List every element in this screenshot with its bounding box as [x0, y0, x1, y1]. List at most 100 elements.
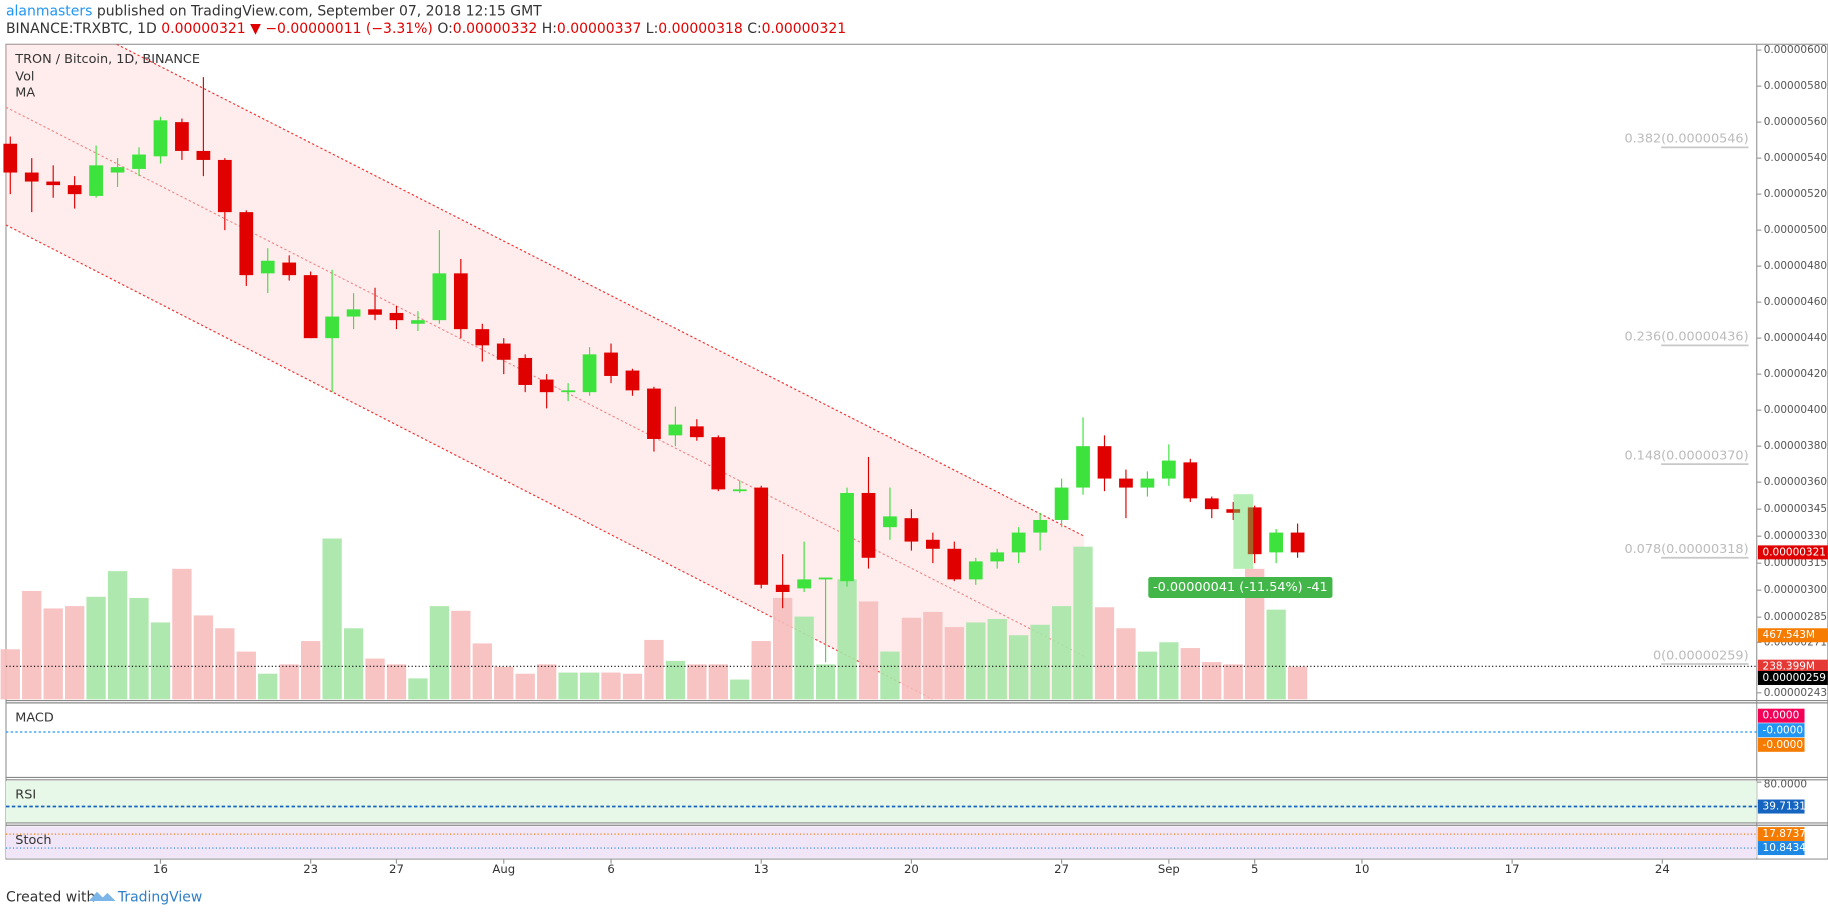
tv-logo [88, 891, 116, 902]
volume-bar [773, 597, 793, 700]
volume-bar [1094, 607, 1115, 700]
ohlc-value: 0.00000321 [762, 21, 846, 37]
y-tick-label: 0.00000560 [1764, 116, 1827, 128]
candle-body [732, 489, 747, 492]
candle-body [625, 370, 640, 391]
volume-bar [193, 615, 214, 700]
macd-title: MACD [15, 711, 54, 726]
axis-badge-label: 238.399M [1763, 661, 1815, 673]
y-tick-label: 0.00000345 [1764, 503, 1827, 515]
symbol-line: BINANCE:TRXBTC, 1D 0.00000321 ▼ −0.00000… [6, 21, 846, 37]
stoch-badge-label: 10.8434 [1763, 842, 1807, 854]
candle-body [282, 262, 297, 276]
y-tick-label: 0.00000460 [1764, 296, 1827, 308]
candle-body [196, 150, 211, 160]
fib-label: 0(0.00000259) [1653, 648, 1749, 663]
axis-badge [1757, 628, 1828, 643]
macd-badge [1757, 737, 1805, 752]
volume-bar [923, 611, 943, 700]
x-tick-label: Sep [1158, 862, 1180, 876]
channel-upper [116, 44, 1085, 537]
y-tick-label: 0.00000600 [1764, 44, 1827, 56]
volume-bar [1287, 666, 1308, 700]
y-tick-label: 0.00000480 [1764, 260, 1827, 272]
volume-bar [1051, 606, 1072, 700]
stoch-badge [1757, 827, 1805, 842]
legend-item: MA [15, 86, 35, 101]
candle-body [1269, 532, 1284, 553]
volume-bar [1223, 664, 1243, 700]
rsi-tick-label: 80.0000 [1764, 778, 1807, 790]
volume-bar [1073, 546, 1093, 700]
x-tick-label: 16 [153, 862, 168, 876]
author[interactable]: alanmasters [6, 4, 92, 20]
y-tick-label: 0.00000330 [1764, 530, 1827, 542]
volume-bar [1202, 662, 1222, 700]
candle-body [67, 185, 82, 195]
volume-bar [601, 672, 621, 700]
candle-body [582, 354, 597, 393]
ohlc-key: H: [542, 21, 557, 37]
candle-body [947, 548, 962, 580]
volume-bar [966, 622, 986, 700]
x-tick-label: 24 [1655, 862, 1670, 876]
candle-body [368, 309, 382, 315]
y-tick-label: 0.00000300 [1764, 584, 1827, 596]
volume-bar [751, 641, 771, 700]
volume-bar [644, 639, 664, 700]
rsi-band [5, 780, 1757, 823]
stoch-badge-label: 17.8737 [1763, 828, 1806, 840]
footer-created: Created with [6, 890, 95, 906]
candle-body [1183, 462, 1198, 499]
candle-body [432, 273, 447, 321]
x-tick-label: 23 [303, 862, 318, 876]
y-tick-label: 0.00000315 [1764, 557, 1827, 569]
candle-body [1140, 478, 1155, 488]
candle-body [711, 437, 726, 490]
candle-body [260, 260, 275, 274]
measure-box [1148, 576, 1333, 598]
candle-body [1226, 509, 1241, 513]
axis-badge-label: 467.543M [1763, 629, 1815, 641]
candle-body [1290, 532, 1305, 553]
volume-bar [730, 679, 750, 700]
channel-median [5, 106, 1085, 657]
candle-body [1033, 519, 1047, 533]
volume-bar [301, 641, 321, 700]
y-tick-label: 0.00000285 [1764, 611, 1827, 623]
candle-body [1204, 498, 1219, 510]
candle-body [518, 357, 533, 385]
x-tick-label: 17 [1505, 862, 1520, 876]
y-tick-label: 0.00000520 [1764, 188, 1827, 200]
candle-body [110, 167, 125, 173]
candle-body [153, 120, 168, 157]
footer-brand[interactable]: TradingView [117, 890, 202, 906]
volume-bar [64, 606, 85, 700]
volume-bar [43, 608, 63, 700]
macd-badge-label: -0.0000 [1763, 739, 1803, 751]
rsi-badge [1757, 799, 1805, 814]
volume-bar [215, 628, 235, 700]
candle-body [389, 312, 404, 321]
candle-body [475, 329, 490, 346]
y-tick-label: 0.00000580 [1764, 80, 1827, 92]
ohlc-key: C: [747, 21, 761, 37]
candle-layer [3, 77, 1305, 663]
fib-label: 0.148(0.00000370) [1624, 449, 1748, 464]
volume-bar [1180, 648, 1200, 700]
y-tick-label: 0.00000540 [1764, 152, 1827, 164]
candle-body [904, 518, 919, 542]
volume-bar [150, 622, 171, 700]
candle-body [453, 273, 468, 330]
stoch-badge [1757, 841, 1805, 856]
volume-bar [622, 673, 643, 700]
volume-bar [386, 664, 407, 700]
ohlc-value: 0.00000337 [557, 21, 641, 37]
candle-body [1097, 446, 1112, 479]
measure-label: -0.00000041 (-11.54%) -41 [1153, 580, 1328, 595]
ohlc-value: 0.00000332 [453, 21, 537, 37]
candle-body [990, 552, 1005, 562]
candle-body [689, 426, 704, 438]
